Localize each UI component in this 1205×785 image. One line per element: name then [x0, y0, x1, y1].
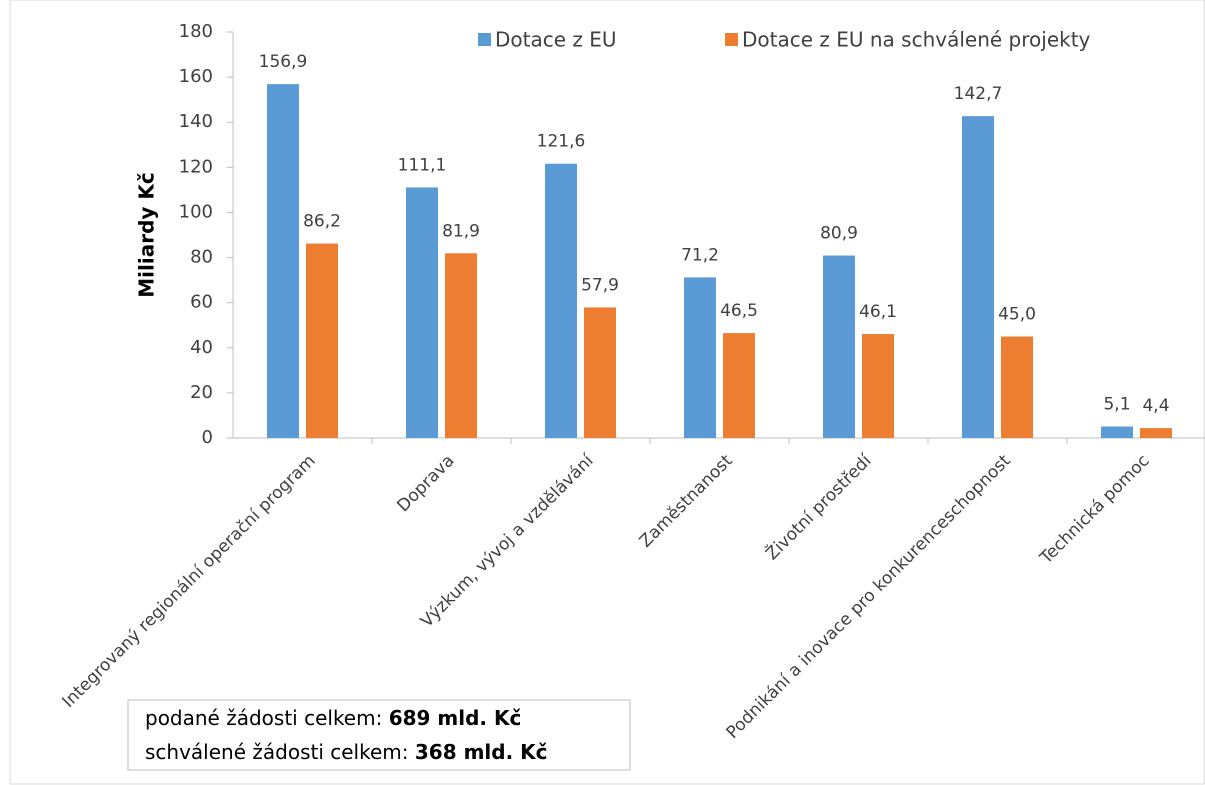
bar [962, 116, 994, 438]
y-tick-label: 80 [190, 247, 213, 268]
annotation: schválené žádosti celkem: 368 mld. Kč [145, 740, 548, 764]
y-tick-label: 60 [190, 292, 213, 313]
annotation-bold: 689 mld. Kč [389, 706, 522, 730]
bar [306, 243, 338, 438]
legend-swatch [725, 33, 738, 46]
bar [267, 84, 299, 438]
bar [723, 333, 755, 438]
value-label: 57,9 [581, 275, 619, 295]
bar [1140, 428, 1172, 438]
x-tick-label: Integrovaný regionální operační program [59, 451, 320, 712]
y-tick-label: 140 [179, 111, 213, 132]
value-label: 80,9 [820, 224, 858, 244]
y-tick-label: 120 [179, 156, 213, 177]
y-tick-label: 20 [190, 382, 213, 403]
value-label: 4,4 [1142, 396, 1169, 416]
y-tick-label: 100 [179, 201, 213, 222]
value-label: 142,7 [954, 84, 1003, 104]
x-tick-label: Doprava [393, 451, 458, 516]
legend-swatch [478, 33, 491, 46]
value-label: 5,1 [1103, 394, 1130, 414]
bar [545, 163, 577, 439]
value-label: 81,9 [442, 221, 480, 241]
x-tick-label: Podnikání a inovace pro konkurenceschopn… [723, 451, 1015, 743]
bar [684, 277, 716, 438]
value-label: 111,1 [398, 155, 447, 175]
value-label: 156,9 [259, 52, 308, 72]
bar [445, 253, 477, 438]
legend-label: Dotace z EU [495, 28, 617, 52]
annotation-box [127, 699, 631, 771]
bar [1101, 426, 1133, 438]
value-label: 121,6 [537, 132, 586, 152]
bar [584, 307, 616, 438]
x-tick-label: Zaměstnanost [636, 451, 737, 552]
x-tick-label: Technická pomoc [1036, 451, 1154, 569]
annotation-text: schválené žádosti celkem: [145, 740, 409, 764]
x-tick-label: Životní prostředí [761, 449, 877, 565]
annotation-text: podané žádosti celkem: [145, 706, 382, 730]
value-label: 46,1 [859, 302, 897, 322]
value-label: 71,2 [681, 245, 719, 265]
chart-border [9, 0, 1205, 785]
y-axis-label: Miliardy Kč [135, 172, 159, 298]
value-label: 86,2 [303, 212, 341, 232]
y-tick-label: 0 [202, 427, 213, 448]
value-label: 46,5 [720, 301, 758, 321]
annotation-bold: 368 mld. Kč [415, 740, 548, 764]
legend-label: Dotace z EU na schválené projekty [742, 28, 1091, 52]
bar [862, 334, 894, 438]
y-tick-label: 160 [179, 66, 213, 87]
annotation: podané žádosti celkem: 689 mld. Kč [145, 706, 521, 730]
bar [1001, 336, 1033, 438]
bar [406, 187, 438, 438]
y-tick-label: 40 [190, 337, 213, 358]
value-label: 45,0 [998, 305, 1036, 325]
y-tick-label: 180 [179, 21, 213, 42]
bar [823, 255, 855, 438]
